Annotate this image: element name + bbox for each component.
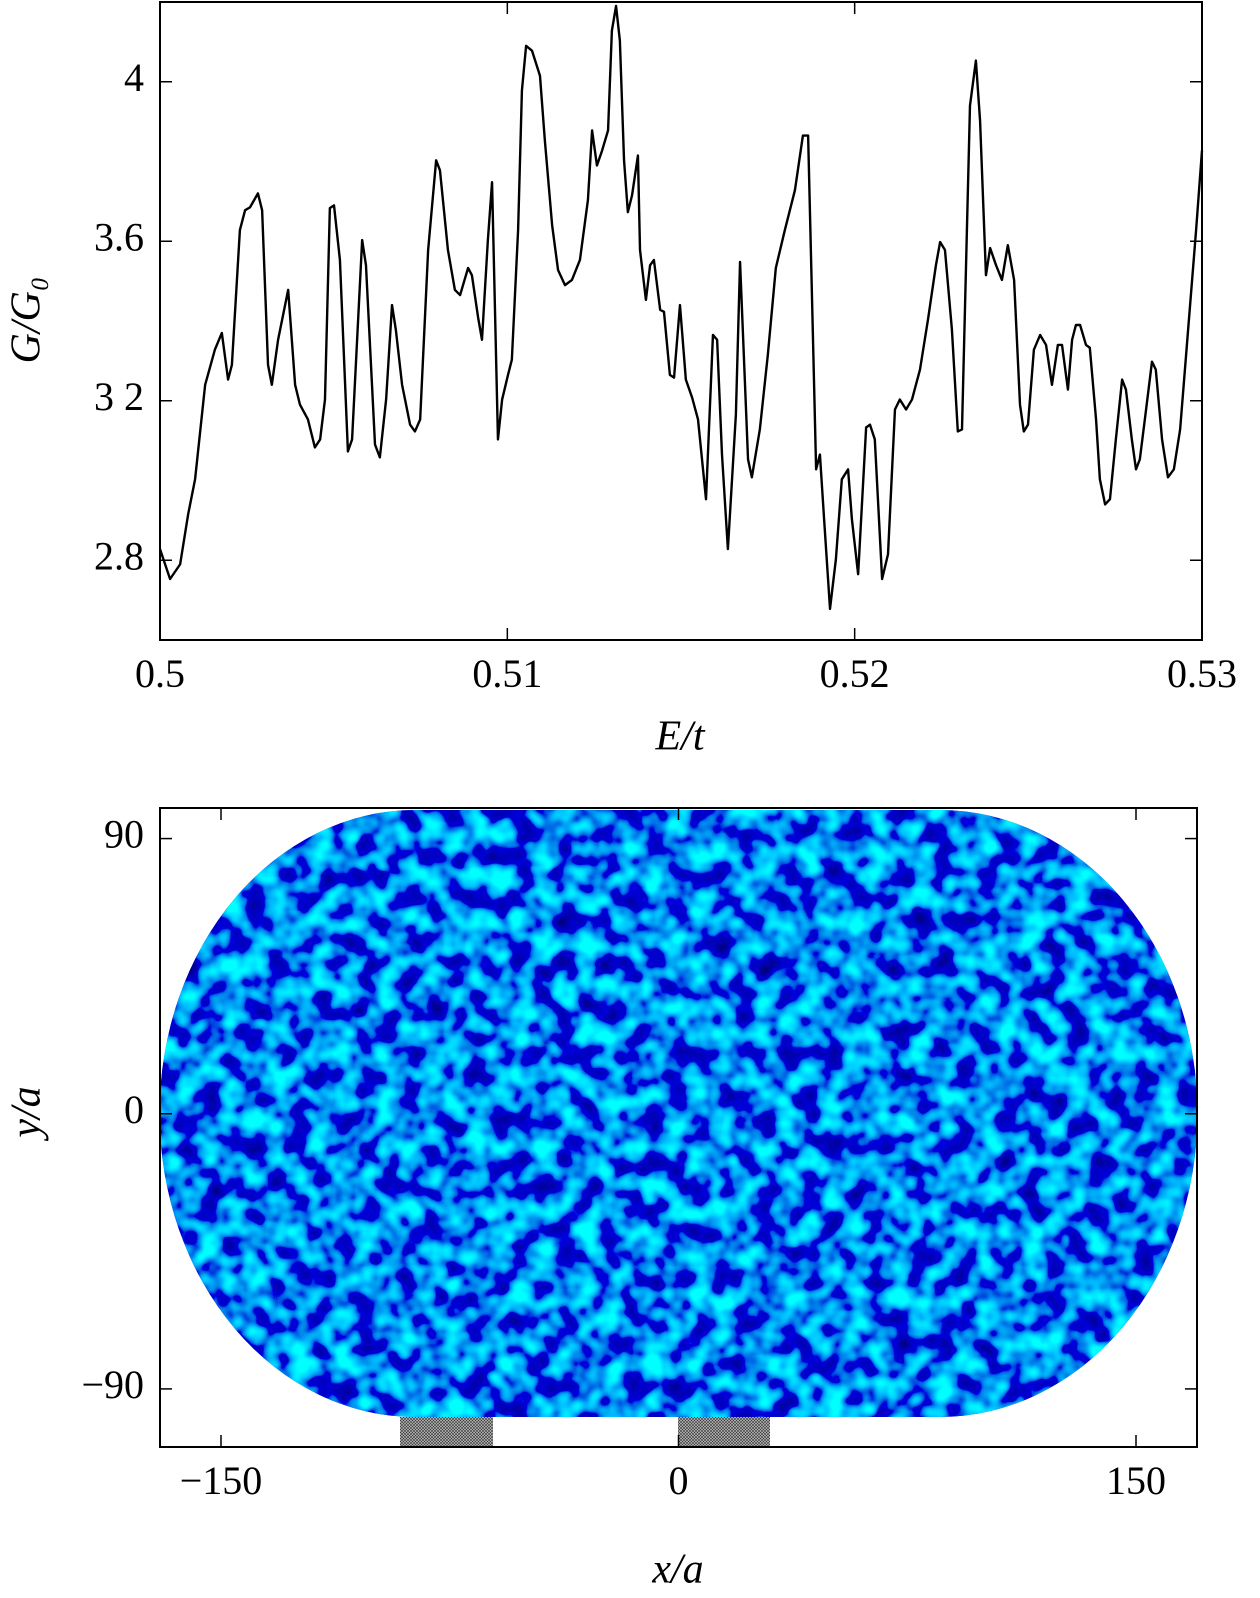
x-tick-label: 0.51 xyxy=(472,651,542,696)
x-tick-label: 0.5 xyxy=(135,651,185,696)
y-tick-label: 90 xyxy=(104,812,144,857)
x-axis-label: x/a xyxy=(651,1547,703,1593)
y-tick-label: 0 xyxy=(124,1087,144,1132)
x-tick-label: −150 xyxy=(180,1458,263,1503)
x-tick-label: 0.53 xyxy=(1167,651,1237,696)
plot-frame xyxy=(159,1,1203,641)
y-axis-label: G/G₀ xyxy=(4,277,50,364)
y-axis-label: y/a xyxy=(4,1086,50,1141)
lead xyxy=(678,1417,770,1447)
line-series xyxy=(158,4,1204,611)
x-tick-label: 150 xyxy=(1106,1458,1166,1503)
x-tick-label: 0 xyxy=(669,1458,689,1503)
x-axis-label: E/t xyxy=(655,714,706,760)
y-tick-label: 4 xyxy=(124,55,144,100)
x-tick-label: 0.52 xyxy=(820,651,890,696)
stadium-density xyxy=(159,810,1198,1447)
density-texture xyxy=(160,810,1197,1417)
y-tick-label: 3 2 xyxy=(94,374,144,419)
lead xyxy=(400,1417,493,1447)
y-tick-label: −90 xyxy=(81,1362,144,1407)
plot-frame xyxy=(159,807,1198,1448)
y-tick-label: 2.8 xyxy=(94,533,144,578)
y-tick-label: 3.6 xyxy=(94,214,144,259)
